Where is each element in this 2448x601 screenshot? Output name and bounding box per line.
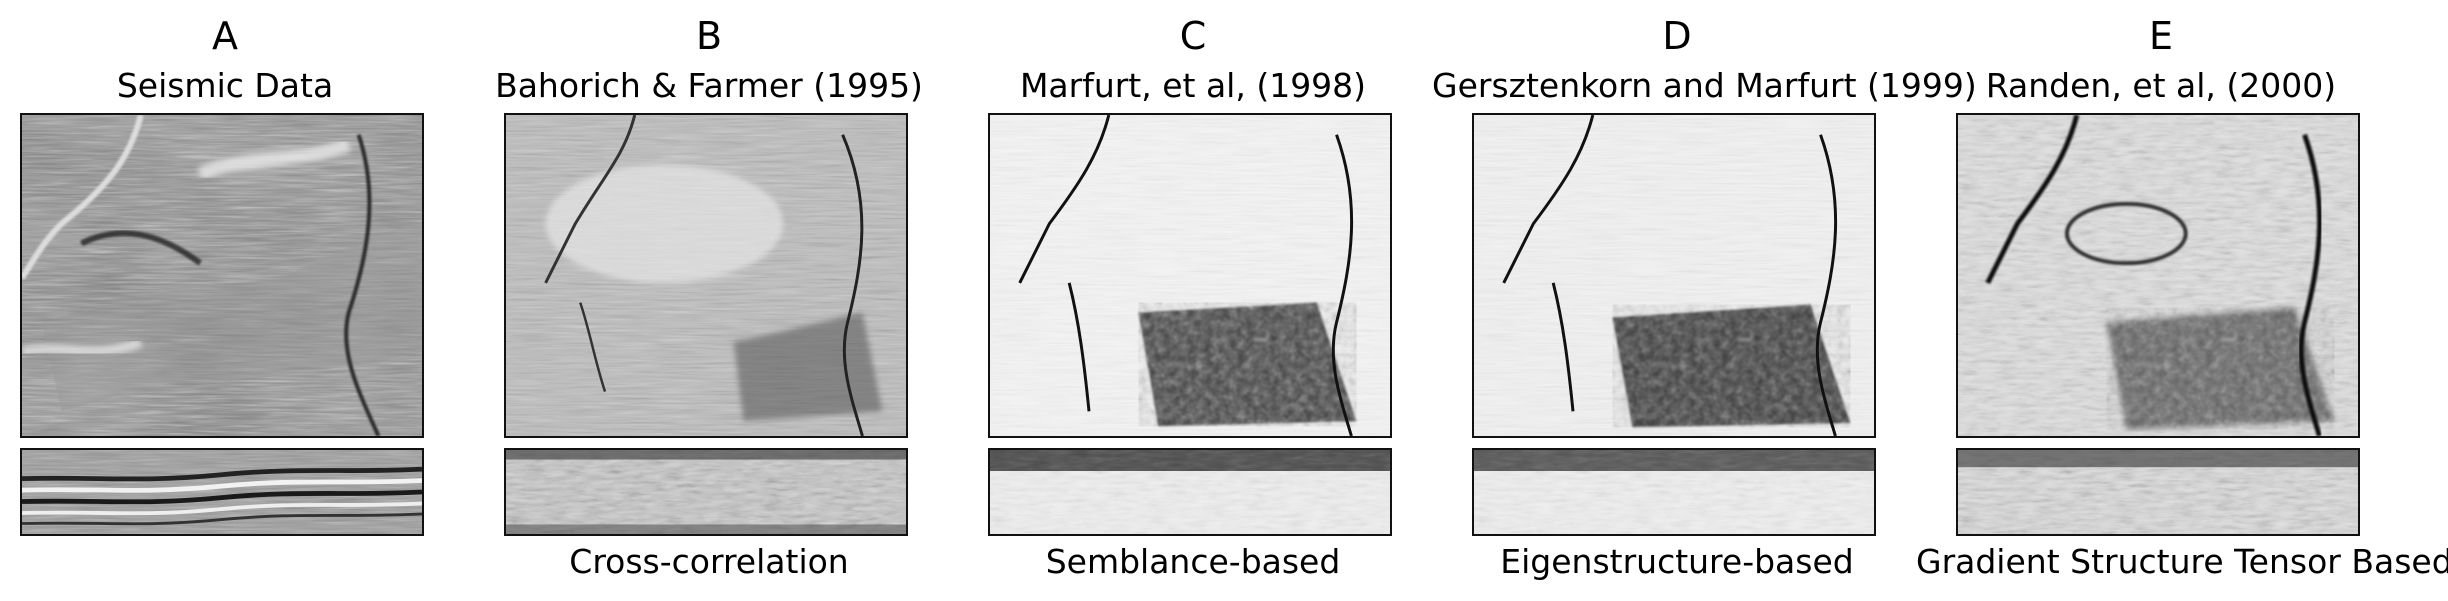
panel-title: Randen, et al, (2000) — [1985, 66, 2337, 105]
cross-correlation-time-slice-image — [504, 113, 908, 438]
panel-letter: D — [1662, 14, 1692, 58]
panel-title: Bahorich & Farmer (1995) — [495, 66, 923, 105]
method-caption: Semblance-based — [1045, 542, 1341, 581]
panel-column-a: A Seismic Data — [20, 0, 430, 601]
method-caption: Cross-correlation — [569, 542, 849, 581]
panel-column-d: D Gersztenkorn and Marfurt (1999) Eigens… — [1432, 0, 1977, 601]
eigenstructure-time-slice-image — [1472, 113, 1876, 438]
method-caption: Eigenstructure-based — [1500, 542, 1854, 581]
gradient-structure-tensor-section-image — [1956, 448, 2360, 536]
panel-letter: E — [2148, 14, 2173, 58]
method-caption: Gradient Structure Tensor Based — [1916, 542, 2448, 581]
cross-correlation-section-image — [504, 448, 908, 536]
gradient-structure-tensor-time-slice-image — [1956, 113, 2360, 438]
panel-letter: B — [695, 14, 723, 58]
panel-column-b: B Bahorich & Farmer (1995) Cross-correla… — [495, 0, 923, 601]
panel-letter: A — [212, 14, 238, 58]
panel-column-e: E Randen, et al, (2000) Gradient Structu… — [1916, 0, 2448, 601]
panel-column-c: C Marfurt, et al, (1998) Semblance-based — [988, 0, 1398, 601]
semblance-section-image — [988, 448, 1392, 536]
panel-letter: C — [1179, 14, 1207, 58]
panel-title: Seismic Data — [116, 66, 334, 105]
panel-title: Marfurt, et al, (1998) — [1019, 66, 1367, 105]
seismic-cross-section-image — [20, 448, 424, 536]
semblance-time-slice-image — [988, 113, 1392, 438]
seismic-time-slice-image — [20, 113, 424, 438]
eigenstructure-section-image — [1472, 448, 1876, 536]
panel-title: Gersztenkorn and Marfurt (1999) — [1432, 66, 1977, 105]
